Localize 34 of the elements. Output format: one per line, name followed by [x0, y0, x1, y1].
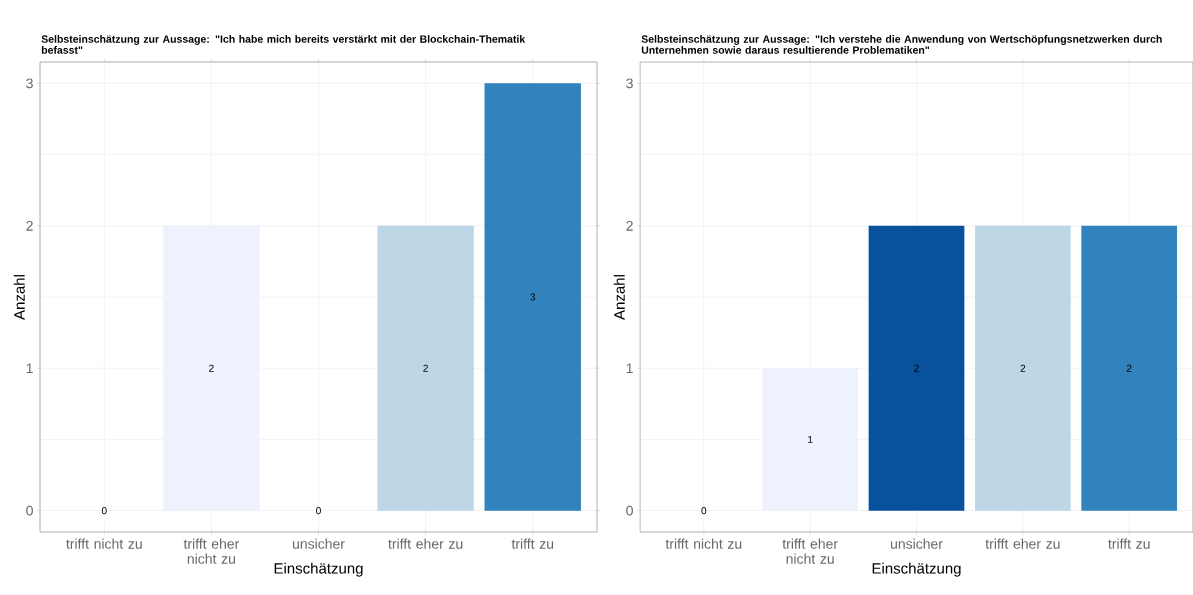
y-tick-label: 1	[626, 363, 633, 374]
data-label: 0	[101, 507, 107, 515]
data-label: 2	[1020, 364, 1026, 372]
chart-title: Selbsteinschätzung zur Aussage: "Ich verstehe die Anwendung von Wertschöpfungsnetzwerken durch Unternehmen sowie daraus resultierende Problematiken"	[641, 35, 1162, 54]
data-label: 2	[209, 364, 214, 372]
y-axis-title: Anzahl	[13, 275, 25, 320]
y-tick-label: 2	[26, 220, 33, 231]
data-label: 1	[808, 435, 813, 443]
x-axis-title: Einschätzung	[872, 562, 961, 577]
data-label: 2	[423, 364, 428, 372]
x-tick-label: trifft eher nicht zu	[183, 538, 240, 564]
data-label: 2	[1126, 364, 1132, 372]
y-tick-label: 0	[26, 505, 33, 516]
y-tick-label: 1	[26, 363, 33, 374]
chart-title: Selbsteinschätzung zur Aussage: "Ich habe mich bereits verstärkt mit der Blockchain-Thematik befasst"	[41, 35, 526, 54]
x-tick-label: trifft nicht zu	[665, 538, 742, 549]
x-axis-title: Einschätzung	[274, 562, 363, 577]
x-tick-label: trifft zu	[1108, 538, 1150, 549]
data-label: 2	[914, 364, 919, 372]
x-tick-label: trifft eher nicht zu	[782, 538, 838, 564]
y-tick-label: 0	[626, 505, 633, 516]
x-tick-label: trifft nicht zu	[66, 538, 142, 549]
data-label: 0	[701, 507, 707, 515]
x-tick-label: unsicher	[292, 538, 345, 549]
x-tick-label: trifft zu	[511, 538, 554, 549]
x-tick-label: unsicher	[890, 538, 943, 549]
x-tick-label: trifft eher zu	[388, 538, 463, 549]
y-tick-label: 2	[626, 220, 633, 231]
y-axis-title: Anzahl	[613, 275, 625, 320]
data-label: 0	[316, 507, 321, 515]
x-tick-label: trifft eher zu	[985, 538, 1060, 549]
y-tick-label: 3	[26, 78, 33, 89]
data-label: 3	[530, 293, 536, 301]
y-tick-label: 3	[626, 78, 633, 89]
